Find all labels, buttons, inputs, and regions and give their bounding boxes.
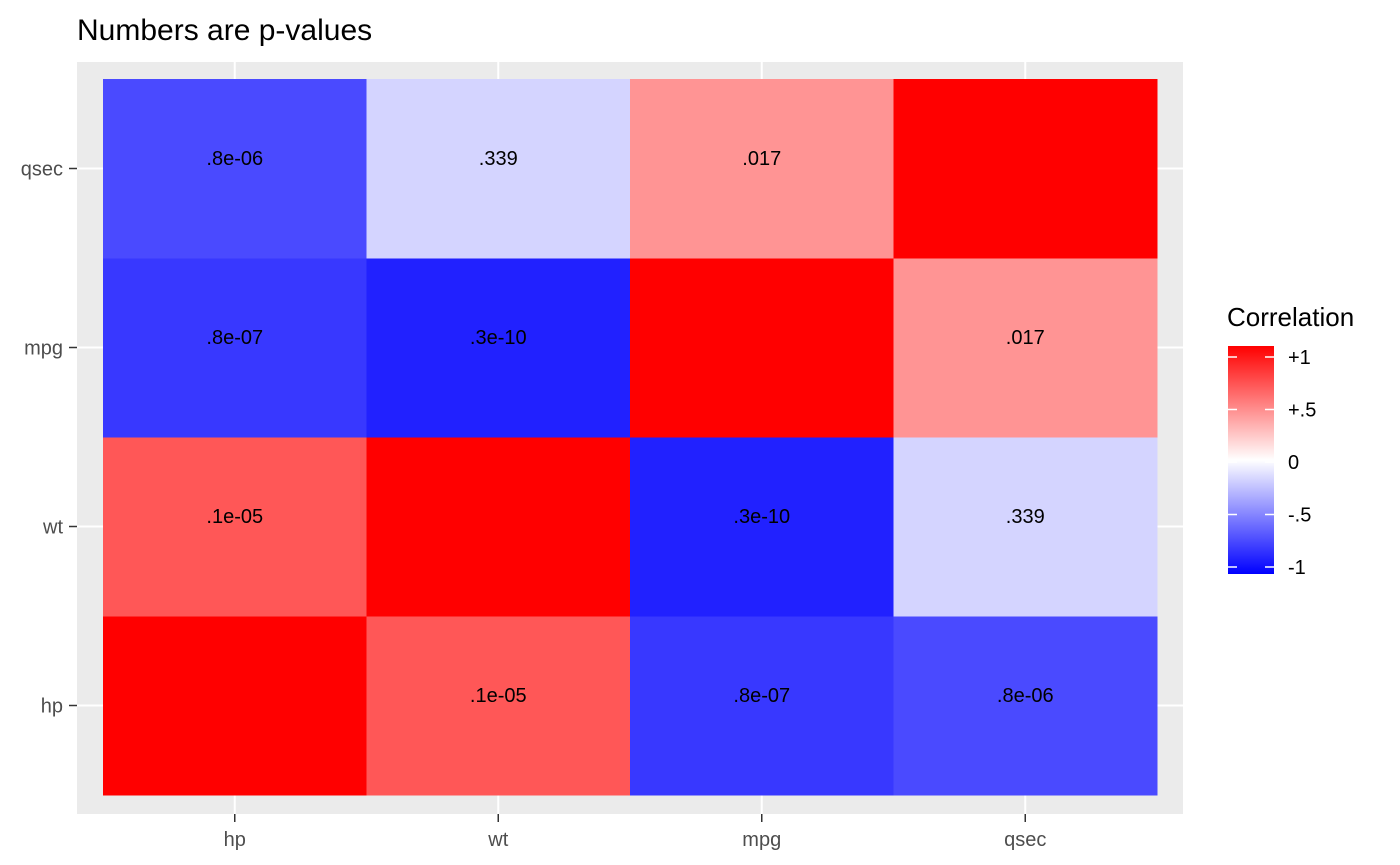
- legend-colorbar: [1228, 346, 1274, 574]
- heatmap-cell-hp-hp: [103, 616, 367, 796]
- heatmap-cell-mpg-hp: [630, 616, 894, 796]
- cell-label-mpg-qsec: .017: [742, 148, 781, 170]
- legend-title: Correlation: [1227, 302, 1354, 332]
- cell-label-hp-qsec: .8e-06: [206, 148, 263, 170]
- heatmap-cell-hp-wt: [103, 437, 367, 617]
- heatmap-cells: [103, 79, 1158, 796]
- chart-title: Numbers are p-values: [77, 14, 372, 47]
- heatmap-cell-qsec-qsec: [893, 79, 1158, 259]
- cell-labels: .1e-05 .8e-07 .8e-06 .1e-05 .3e-10 .339 .8e-07…: [206, 148, 1053, 707]
- legend-tick-label: +1: [1288, 347, 1311, 369]
- cell-label-hp-mpg: .8e-07: [206, 327, 263, 349]
- heatmap-cell-wt-hp: [366, 616, 631, 796]
- cell-label-wt-hp: .1e-05: [470, 685, 527, 707]
- heatmap-cell-mpg-qsec: [630, 79, 894, 259]
- x-tick-label-hp: hp: [224, 829, 246, 851]
- cell-label-mpg-wt: .3e-10: [733, 506, 790, 528]
- legend-tick-label: -1: [1288, 557, 1306, 579]
- x-tick-label-mpg: mpg: [742, 829, 781, 851]
- heatmap-cell-wt-wt: [366, 437, 631, 617]
- heatmap-cell-wt-qsec: [366, 79, 631, 259]
- y-tick-label-wt: wt: [42, 517, 63, 539]
- legend-tick-label: +.5: [1288, 400, 1316, 422]
- y-tick-label-qsec: qsec: [21, 159, 63, 181]
- legend-ticks: +1 +.5 0 -.5 -1: [1228, 347, 1316, 579]
- x-tick-label-qsec: qsec: [1004, 829, 1046, 851]
- heatmap-cell-mpg-wt: [630, 437, 894, 617]
- y-tick-label-hp: hp: [41, 696, 63, 718]
- cell-label-wt-qsec: .339: [479, 148, 518, 170]
- cell-label-qsec-mpg: .017: [1006, 327, 1045, 349]
- heatmap-cell-qsec-mpg: [893, 258, 1158, 438]
- y-axis: hp wt mpg qsec: [21, 159, 77, 718]
- legend-tick-label: 0: [1288, 452, 1299, 474]
- heatmap-cell-hp-qsec: [103, 79, 367, 259]
- x-axis: hp wt mpg qsec: [224, 814, 1046, 851]
- heatmap-cell-qsec-wt: [893, 437, 1158, 617]
- x-tick-label-wt: wt: [487, 829, 508, 851]
- cell-label-mpg-hp: .8e-07: [733, 685, 790, 707]
- cell-label-hp-wt: .1e-05: [206, 506, 263, 528]
- heatmap-cell-wt-mpg: [366, 258, 631, 438]
- heatmap-cell-qsec-hp: [893, 616, 1158, 796]
- legend-tick-label: -.5: [1288, 505, 1311, 527]
- y-tick-label-mpg: mpg: [24, 338, 63, 360]
- legend: Correlation +1 +.5 0 -.5 -1: [1227, 302, 1354, 579]
- cell-label-wt-mpg: .3e-10: [470, 327, 527, 349]
- heatmap-cell-mpg-mpg: [630, 258, 894, 438]
- cell-label-qsec-wt: .339: [1006, 506, 1045, 528]
- heatmap-cell-hp-mpg: [103, 258, 367, 438]
- cell-label-qsec-hp: .8e-06: [997, 685, 1054, 707]
